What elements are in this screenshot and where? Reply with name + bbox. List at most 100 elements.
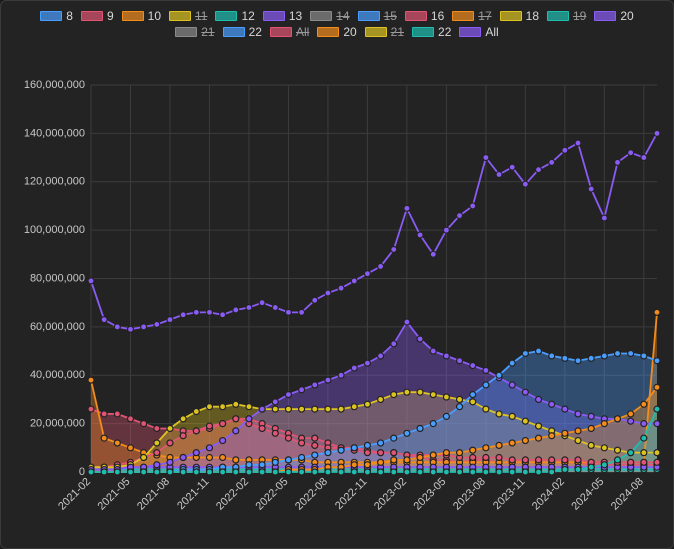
marker[interactable] [233,416,239,422]
legend-item-10[interactable]: 14 [310,9,349,23]
marker[interactable] [127,416,133,422]
legend-item-14[interactable]: 18 [500,9,539,23]
marker[interactable] [496,411,502,417]
marker[interactable] [575,358,581,364]
marker[interactable] [141,324,147,330]
marker[interactable] [141,454,147,460]
marker[interactable] [549,159,555,165]
legend-item-12[interactable]: 16 [405,9,444,23]
marker[interactable] [470,392,476,398]
marker[interactable] [588,186,594,192]
marker[interactable] [378,469,384,475]
marker[interactable] [193,450,199,456]
marker[interactable] [351,445,357,451]
marker[interactable] [588,425,594,431]
marker[interactable] [417,425,423,431]
marker[interactable] [180,312,186,318]
marker[interactable] [141,421,147,427]
legend-item-11[interactable]: 15 [358,9,397,23]
marker[interactable] [391,246,397,252]
marker[interactable] [378,440,384,446]
marker[interactable] [193,469,199,475]
marker[interactable] [404,430,410,436]
marker[interactable] [101,435,107,441]
marker[interactable] [193,309,199,315]
marker[interactable] [443,469,449,475]
marker[interactable] [443,450,449,456]
legend-item-19[interactable]: All [270,25,309,39]
marker[interactable] [154,462,160,468]
marker[interactable] [272,399,278,405]
marker[interactable] [615,350,621,356]
marker[interactable] [417,389,423,395]
marker[interactable] [641,459,647,465]
marker[interactable] [628,418,634,424]
marker[interactable] [522,438,528,444]
marker[interactable] [338,285,344,291]
marker[interactable] [654,421,660,427]
marker[interactable] [575,438,581,444]
marker[interactable] [285,457,291,463]
marker[interactable] [246,305,252,311]
marker[interactable] [141,469,147,475]
marker[interactable] [193,428,199,434]
marker[interactable] [180,433,186,439]
marker[interactable] [167,440,173,446]
marker[interactable] [562,467,568,473]
marker[interactable] [391,435,397,441]
marker[interactable] [285,406,291,412]
marker[interactable] [562,355,568,361]
marker[interactable] [378,459,384,465]
marker[interactable] [220,454,226,460]
marker[interactable] [338,372,344,378]
marker[interactable] [364,360,370,366]
marker[interactable] [272,406,278,412]
marker[interactable] [509,382,515,388]
marker[interactable] [167,425,173,431]
marker[interactable] [509,457,515,463]
marker[interactable] [351,404,357,410]
marker[interactable] [325,377,331,383]
marker[interactable] [641,450,647,456]
marker[interactable] [246,469,252,475]
marker[interactable] [259,425,265,431]
marker[interactable] [483,382,489,388]
marker[interactable] [601,445,607,451]
marker[interactable] [549,401,555,407]
marker[interactable] [206,309,212,315]
marker[interactable] [470,447,476,453]
marker[interactable] [233,401,239,407]
marker[interactable] [483,406,489,412]
marker[interactable] [654,450,660,456]
legend-item-All[interactable]: All [459,25,498,39]
marker[interactable] [615,457,621,463]
marker[interactable] [378,450,384,456]
marker[interactable] [259,406,265,412]
marker[interactable] [588,464,594,470]
marker[interactable] [522,350,528,356]
marker[interactable] [483,469,489,475]
marker[interactable] [470,203,476,209]
marker[interactable] [312,452,318,458]
marker[interactable] [220,421,226,427]
marker[interactable] [285,469,291,475]
marker[interactable] [601,421,607,427]
marker[interactable] [536,348,542,354]
marker[interactable] [206,454,212,460]
marker[interactable] [404,205,410,211]
marker[interactable] [417,454,423,460]
marker[interactable] [654,130,660,136]
marker[interactable] [404,469,410,475]
marker[interactable] [430,348,436,354]
marker[interactable] [457,213,463,219]
marker[interactable] [114,469,120,475]
marker[interactable] [483,445,489,451]
legend-item-4[interactable]: 8 [40,9,73,23]
marker[interactable] [457,404,463,410]
marker[interactable] [272,459,278,465]
marker[interactable] [220,312,226,318]
marker[interactable] [88,469,94,475]
marker[interactable] [430,452,436,458]
legend-item-20[interactable]: 20 [317,25,356,39]
marker[interactable] [312,435,318,441]
